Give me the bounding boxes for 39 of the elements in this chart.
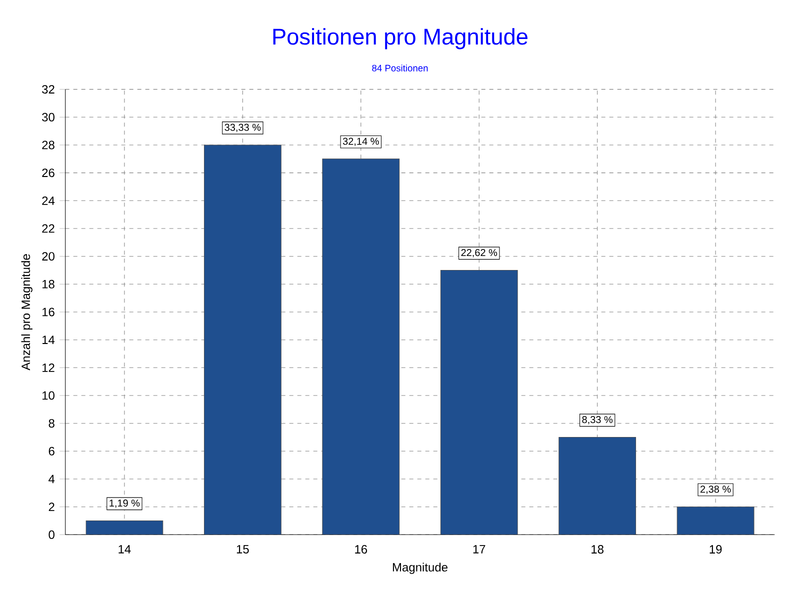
x-axis-title: Magnitude xyxy=(392,562,448,574)
x-tick-label: 18 xyxy=(592,545,604,554)
x-tick-label: 19 xyxy=(710,545,722,554)
annotation: 32,14 % xyxy=(342,138,379,146)
y-axis-title: Anzahl pro Magnitude xyxy=(21,254,32,370)
y-tick-label: 0 xyxy=(48,530,54,539)
annotation: 33,33 % xyxy=(224,124,261,132)
y-tick-label: 8 xyxy=(48,419,54,428)
bar xyxy=(558,436,636,535)
chart-subtitle: 84 Positionen xyxy=(372,64,428,72)
y-tick-label: 20 xyxy=(42,252,54,261)
bar xyxy=(676,506,754,535)
bar xyxy=(322,158,400,535)
y-tick-label: 10 xyxy=(42,391,54,400)
annotation: 2,38 % xyxy=(700,486,731,494)
bar xyxy=(440,270,518,535)
y-tick-label: 2 xyxy=(48,502,54,512)
y-tick-label: 32 xyxy=(42,85,54,94)
x-tick-label: 16 xyxy=(355,545,368,554)
y-tick-label: 14 xyxy=(42,336,55,344)
bar xyxy=(86,520,164,535)
x-tick-label: 15 xyxy=(236,545,249,554)
bar xyxy=(204,144,282,535)
y-tick-label: 30 xyxy=(42,112,54,122)
annotation: 8,33 % xyxy=(582,416,613,424)
y-tick-label: 22 xyxy=(42,224,54,233)
x-tick-label: 14 xyxy=(118,545,131,554)
y-tick-label: 16 xyxy=(42,308,54,316)
y-tick-label: 26 xyxy=(42,168,54,178)
annotation: 22,62 % xyxy=(461,249,498,258)
x-tick-label: 17 xyxy=(473,545,486,554)
chart-title: Positionen pro Magnitude xyxy=(273,28,528,50)
annotation: 1,19 % xyxy=(110,500,140,508)
y-tick-label: 18 xyxy=(42,280,54,288)
y-tick-label: 28 xyxy=(42,140,54,150)
y-tick-label: 24 xyxy=(42,196,55,205)
y-tick-label: 6 xyxy=(48,446,54,456)
y-tick-label: 12 xyxy=(42,363,54,372)
y-tick-label: 4 xyxy=(48,474,55,484)
